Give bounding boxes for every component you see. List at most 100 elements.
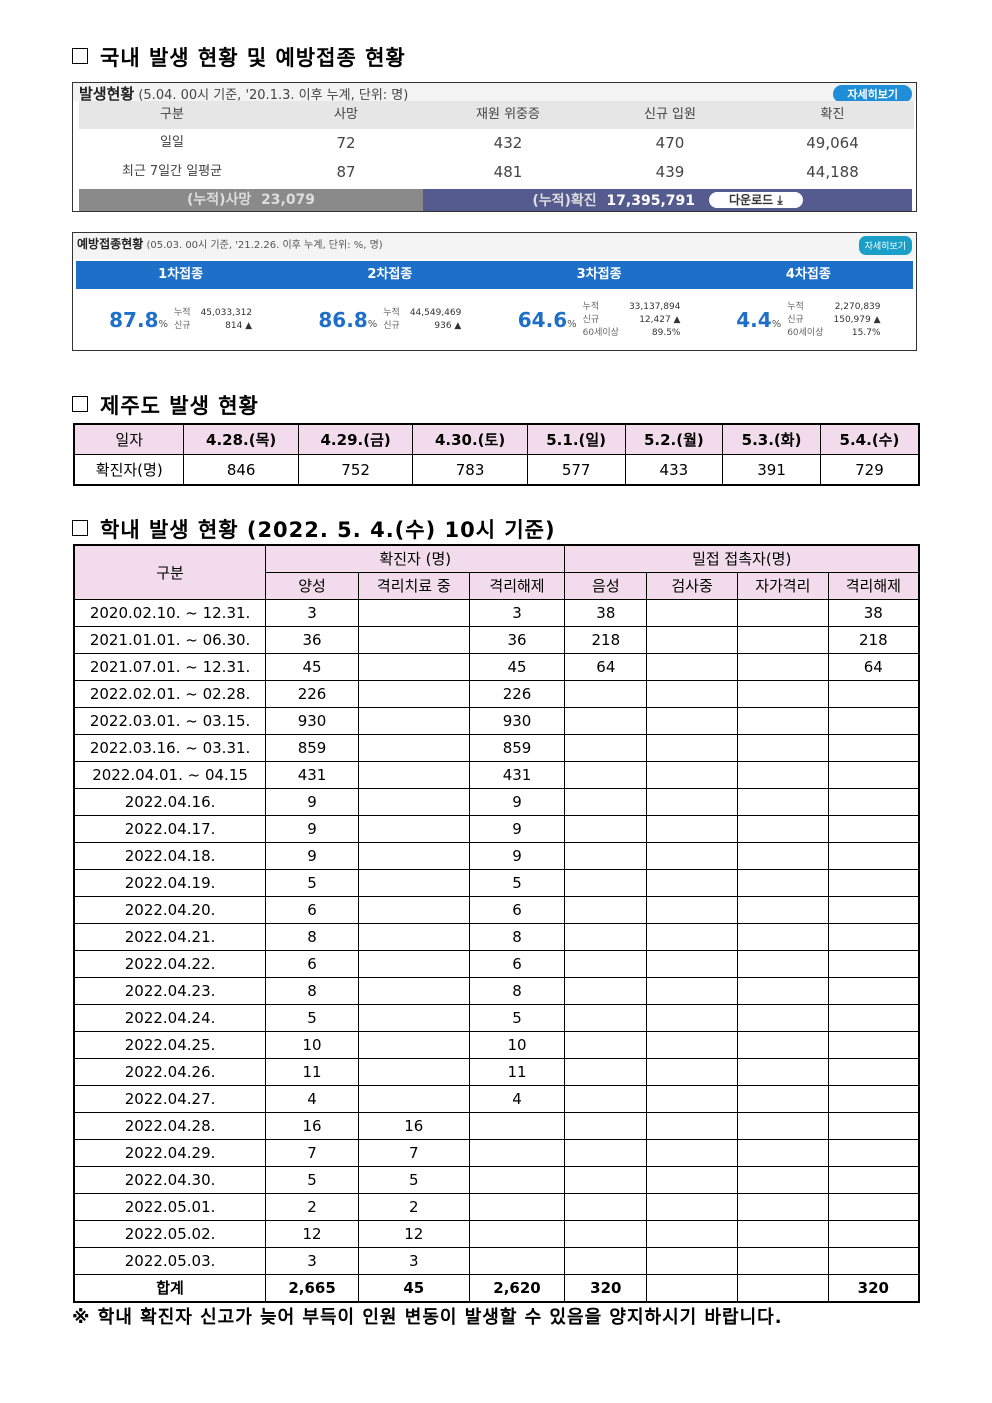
dose-details: 누적 44,549,469 신규 936 ▲ [383,308,461,332]
detail-cum-label: 누적 [383,308,400,318]
table-cell [564,1247,648,1275]
table-cell: 2022.03.16. ~ 03.31. [73,734,267,762]
table-cell [736,626,829,654]
table-row: 2022.04.01. ~ 04.15 431 431 [73,761,920,789]
subheader-cell: 음성 [564,572,648,600]
dose-stat: 87.8% 누적 45,033,312 신규 814 ▲ [76,293,285,347]
download-button[interactable]: 다운로드 ⤓ [709,192,803,208]
total-cell [736,1274,829,1303]
table-row: 2022.04.26. 11 11 [73,1058,920,1086]
table-cell: 2022.02.01. ~ 02.28. [73,680,267,708]
percentage: 87.8% [109,308,168,332]
dose-details: 누적 45,033,312 신규 814 ▲ [174,308,252,332]
table-cell [646,896,738,924]
total-cell: 2,665 [265,1274,359,1303]
table-cell [357,923,470,951]
table-row: 2022.04.18. 9 9 [73,842,920,870]
table-cell: 2022.04.28. [73,1112,267,1140]
table-cell [564,1112,648,1140]
table-cell: 2022.04.17. [73,815,267,843]
table-cell: 12 [265,1220,359,1248]
table-cell [357,977,470,1005]
table-cell [736,599,829,627]
table-row: 2022.02.01. ~ 02.28. 226 226 [73,680,920,708]
table-cell: 431 [265,761,359,789]
detail-cum: 44,549,469 [409,308,462,318]
column-header: 확진 [751,101,914,129]
table-cell [736,788,829,816]
table-cell: 2022.04.18. [73,842,267,870]
table-cell [646,707,738,735]
percentage: 4.4% [736,308,781,332]
footnote: ※ 학내 확진자 신고가 늦어 부득이 인원 변동이 발생할 수 있음을 양지하… [72,1307,783,1328]
table-cell: 9 [468,788,566,816]
table-cell [827,1166,920,1194]
table-cell [564,869,648,897]
table-row: 2020.02.10. ~ 12.31. 3 3 38 38 [73,599,920,627]
table-cell [827,950,920,978]
table-cell: 9 [265,788,359,816]
table-cell [736,1220,829,1248]
table-cell [468,1247,566,1275]
table-cell [646,1004,738,1032]
table-cell [827,680,920,708]
table-cell [646,1166,738,1194]
table-cell: 470 [655,134,685,153]
total-cell [646,1274,738,1303]
table-cell [646,680,738,708]
subheader-cell: 검사중 [646,572,738,600]
value: 17,395,791 [606,193,695,209]
jeju-table: 일자 4.28.(목) 4.29.(금) 4.30.(토) 5.1.(일) 5.2.(월)… [73,423,920,486]
detail-cum: 2,270,839 [834,301,881,312]
table-cell: 5 [357,1166,470,1194]
detail-cum-label: 누적 [787,301,804,312]
table-row: 2022.04.30. 5 5 [73,1166,920,1194]
table-cell [357,869,470,897]
table-cell: 2022.04.29. [73,1139,267,1167]
table-cell [357,761,470,789]
table-cell: 3 [468,599,566,627]
table-cell [827,734,920,762]
detail-age-label: 60세이상 [582,327,619,338]
table-cell [736,977,829,1005]
table-cell: 일일 [160,135,184,151]
section-heading-jeju: 제주도 발생 현황 [72,390,259,420]
pct-value: 86.8 [318,308,368,332]
dose-header: 3차접종 [576,267,622,282]
details-button[interactable]: 자세히보기 [833,85,912,103]
table-cell [646,734,738,762]
table-cell [357,707,470,735]
table-cell: 7 [357,1139,470,1167]
date-cell: 5.2.(월) [624,423,724,455]
table-cell: 432 [493,134,523,153]
table-cell [357,734,470,762]
table-cell: 2022.04.22. [73,950,267,978]
table-row: 2021.07.01. ~ 12.31. 45 45 64 64 [73,653,920,681]
date-cell: 4.30.(토) [412,423,528,455]
pct-unit: % [158,319,169,330]
table-cell [827,1112,920,1140]
percentage: 86.8% [318,308,377,332]
table-cell: 2022.05.02. [73,1220,267,1248]
detail-age: 89.5% [651,327,681,338]
table-cell [827,977,920,1005]
table-cell: 36 [265,626,359,654]
table-cell [357,653,470,681]
table-cell [736,923,829,951]
table-cell [564,1085,648,1113]
table-cell [564,1193,648,1221]
table-cell: 6 [265,896,359,924]
table-cell: 4 [265,1085,359,1113]
table-cell: 10 [265,1031,359,1059]
table-cell: 859 [265,734,359,762]
pct-unit: % [367,319,378,330]
count-cell: 433 [624,454,724,486]
header-contacts: 밀접 접촉자(명) [564,544,920,573]
table-cell: 11 [468,1058,566,1086]
pct-unit: % [567,319,577,330]
date-cell: 4.28.(목) [183,423,299,455]
table-cell: 16 [265,1112,359,1140]
subheader-cell: 격리해제 [468,572,566,600]
label: (누적)확진 [532,193,597,209]
details-button[interactable]: 자세히보기 [858,236,912,255]
